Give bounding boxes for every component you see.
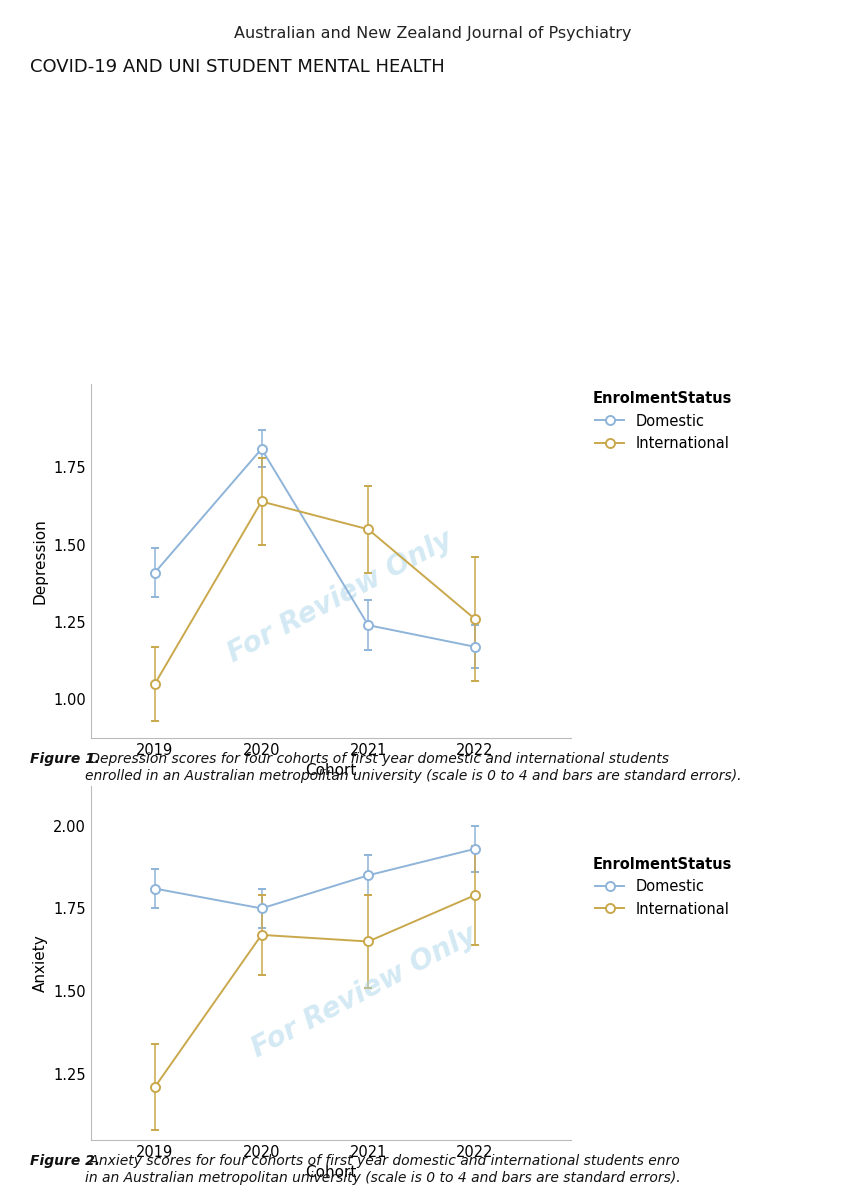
Text: Figure 1.: Figure 1.	[30, 752, 100, 767]
Y-axis label: Depression: Depression	[33, 518, 48, 604]
Y-axis label: Anxiety: Anxiety	[33, 934, 48, 992]
Text: COVID-19 AND UNI STUDENT MENTAL HEALTH: COVID-19 AND UNI STUDENT MENTAL HEALTH	[30, 58, 445, 76]
Text: Figure 2.: Figure 2.	[30, 1154, 100, 1169]
Text: For Review Only: For Review Only	[223, 526, 458, 667]
X-axis label: Cohort: Cohort	[305, 763, 356, 779]
Text: Depression scores for four cohorts of first year domestic and international stud: Depression scores for four cohorts of fi…	[85, 752, 741, 782]
Text: Australian and New Zealand Journal of Psychiatry: Australian and New Zealand Journal of Ps…	[234, 26, 631, 41]
Legend: Domestic, International: Domestic, International	[593, 857, 732, 917]
Text: Anxiety scores for four cohorts of first year domestic and international student: Anxiety scores for four cohorts of first…	[85, 1154, 681, 1184]
Legend: Domestic, International: Domestic, International	[593, 391, 732, 451]
Text: For Review Only: For Review Only	[247, 920, 482, 1062]
X-axis label: Cohort: Cohort	[305, 1165, 356, 1181]
